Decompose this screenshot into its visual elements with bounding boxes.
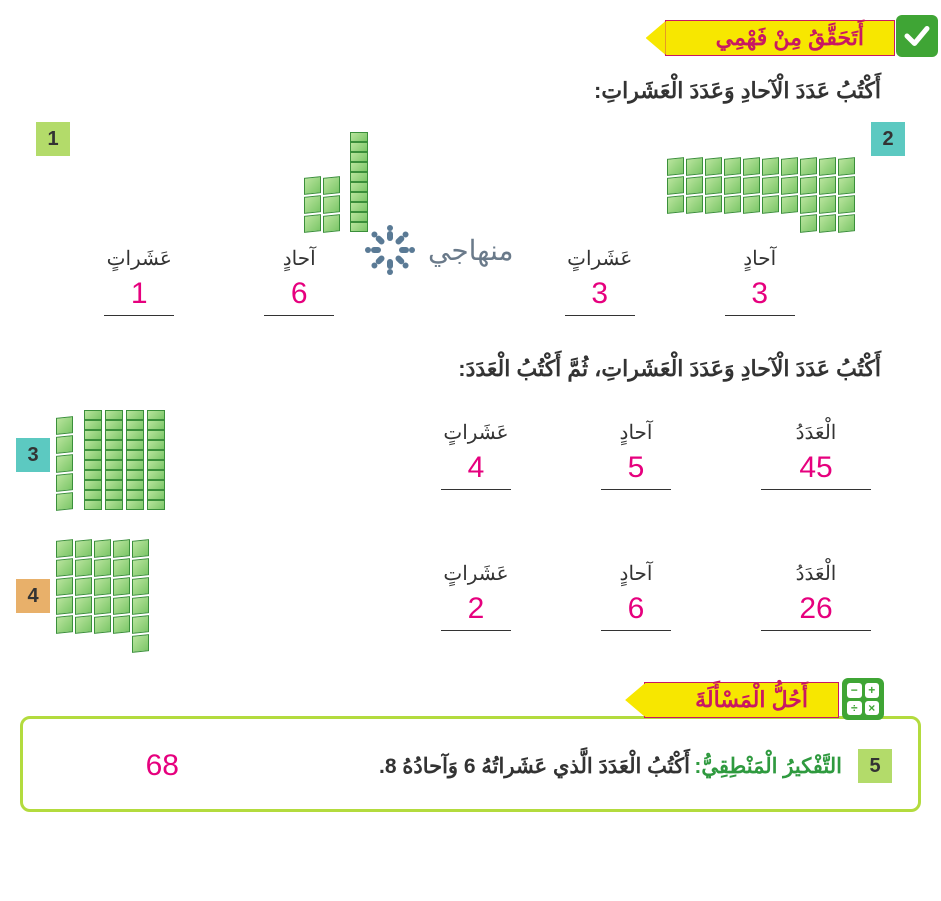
number-label: الْعَدَدُ <box>741 420 891 445</box>
tens-label: عَشَراتٍ <box>84 246 194 271</box>
problem-4-number: 26 <box>761 592 871 631</box>
problem-5-answer: 68 <box>146 749 179 783</box>
solve-frame: 5 التَّفْكيرُ الْمَنْطِقِيُّ: أَكْتُبُ ا… <box>20 716 921 812</box>
ones-label: آحادٍ <box>705 246 815 271</box>
problem-badge-1: 1 <box>36 122 70 156</box>
problem-3-tens: 4 <box>441 451 511 490</box>
check-understanding-banner: أَتَحَقَّقُ مِنْ فَهْمِي <box>665 20 895 56</box>
problem-2-cubes <box>667 122 855 232</box>
number-label: الْعَدَدُ <box>741 561 891 586</box>
problem-1-cubes <box>304 122 368 232</box>
problem-2-ones: 3 <box>725 277 795 316</box>
check-banner-text: أَتَحَقَّقُ مِنْ فَهْمِي <box>716 25 864 50</box>
problem-1: 1 آحادٍ 6 عَشَراتٍ 1 <box>10 122 428 316</box>
problem-5-text: أَكْتُبُ الْعَدَدَ الَّذي عَشَراتُهُ 6 و… <box>379 755 690 778</box>
problem-3-ones: 5 <box>601 451 671 490</box>
ones-label: آحادٍ <box>581 420 691 445</box>
problem-4-tens: 2 <box>441 592 511 631</box>
tens-label: عَشَراتٍ <box>545 246 655 271</box>
watermark-text: منهاجي <box>428 234 514 267</box>
problem-1-tens: 1 <box>104 277 174 316</box>
problem-2-tens: 3 <box>565 277 635 316</box>
instruction-2: أَكْتُبُ عَدَدَ الْآحادِ وَعَدَدَ الْعَش… <box>10 356 881 382</box>
instruction-1: أَكْتُبُ عَدَدَ الْآحادِ وَعَدَدَ الْعَش… <box>10 78 881 104</box>
problem-4-row: الْعَدَدُ 26 آحادٍ 6 عَشَراتٍ 2 4 <box>10 540 931 652</box>
solve-banner-text: أَحُلُّ الْمَسْأَلَةَ <box>695 687 808 712</box>
ones-label: آحادٍ <box>581 561 691 586</box>
problem-badge-3: 3 <box>16 438 50 472</box>
problem-badge-5: 5 <box>858 749 892 783</box>
calculator-icon: +−×÷ <box>842 678 884 720</box>
problem-3-cubes <box>56 400 165 510</box>
problem-4-cubes <box>56 540 149 652</box>
problem-badge-4: 4 <box>16 579 50 613</box>
problem-badge-2: 2 <box>871 122 905 156</box>
problem-2: 2 آحادٍ 3 عَشَراتٍ 3 <box>428 122 931 316</box>
problem-3-row: الْعَدَدُ 45 آحادٍ 5 عَشَراتٍ 4 3 <box>10 400 931 510</box>
watermark-logo: منهاجي <box>360 220 514 280</box>
check-icon <box>896 15 938 57</box>
tens-label: عَشَراتٍ <box>421 561 531 586</box>
problem-3-number: 45 <box>761 451 871 490</box>
problem-4-ones: 6 <box>601 592 671 631</box>
problem-1-ones: 6 <box>264 277 334 316</box>
tens-label: عَشَراتٍ <box>421 420 531 445</box>
ones-label: آحادٍ <box>244 246 354 271</box>
problems-row-1: 2 آحادٍ 3 عَشَراتٍ 3 1 <box>10 122 931 316</box>
logic-thinking-label: التَّفْكيرُ الْمَنْطِقِيُّ: <box>694 755 842 778</box>
solve-problem-banner: +−×÷ أَحُلُّ الْمَسْأَلَةَ <box>644 682 839 718</box>
